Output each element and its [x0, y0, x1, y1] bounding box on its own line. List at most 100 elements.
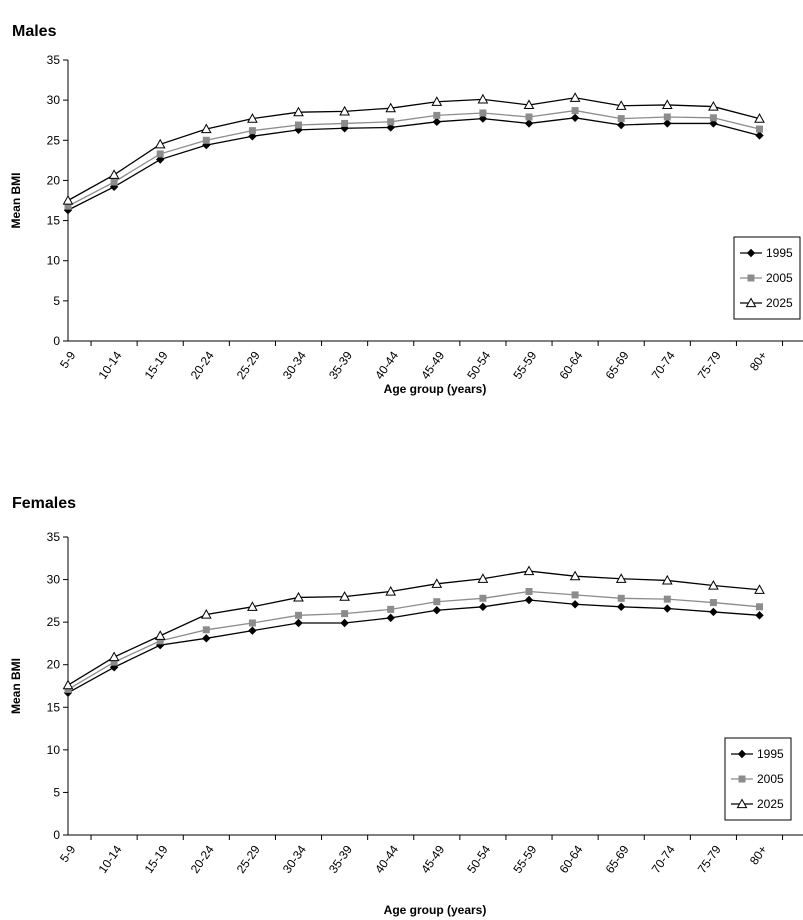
- data-point-2005: [249, 619, 256, 626]
- data-point-1995: [663, 604, 671, 612]
- series-1995: [64, 114, 764, 215]
- data-point-2005: [433, 598, 440, 605]
- data-point-2005: [295, 122, 302, 129]
- data-point-2005: [710, 114, 717, 121]
- data-point-2005: [479, 109, 486, 116]
- legend: 1995 2005 2025: [725, 738, 791, 820]
- legend-label: 1995: [766, 246, 793, 260]
- x-axis-label: Age group (years): [384, 903, 487, 917]
- data-point-2025: [156, 631, 165, 639]
- chart-title: Females: [12, 495, 76, 512]
- x-tick-label: 15-19: [142, 348, 171, 381]
- data-point-2005: [572, 591, 579, 598]
- data-point-2005: [710, 599, 717, 606]
- y-tick-label: 5: [53, 785, 60, 799]
- data-point-1995: [571, 114, 579, 122]
- y-tick-label: 25: [47, 615, 61, 629]
- data-point-2005: [111, 179, 118, 186]
- x-tick-label: 75-79: [695, 842, 724, 875]
- y-axis-label: Mean BMI: [9, 658, 23, 714]
- x-tick-label: 65-69: [603, 348, 632, 381]
- data-point-2025: [64, 681, 73, 689]
- x-tick-label: 60-64: [556, 348, 585, 381]
- data-point-2005: [618, 115, 625, 122]
- x-tick-label: 35-39: [326, 348, 355, 381]
- data-point-1995: [525, 596, 533, 604]
- data-point-2005: [387, 606, 394, 613]
- data-point-2005: [572, 107, 579, 114]
- legend-marker: [748, 275, 755, 282]
- x-tick-label: 60-64: [556, 842, 585, 875]
- x-tick-label: 5-9: [57, 348, 79, 371]
- series-line-1995: [68, 118, 760, 210]
- y-tick-label: 5: [53, 294, 60, 308]
- x-tick-label: 55-59: [510, 348, 539, 381]
- x-tick-label: 50-54: [464, 842, 493, 875]
- data-point-2005: [526, 114, 533, 121]
- data-point-2005: [341, 610, 348, 617]
- y-tick-label: 35: [47, 53, 61, 67]
- x-tick-label: 5-9: [57, 842, 79, 865]
- y-tick-label: 0: [53, 334, 60, 348]
- data-point-2005: [526, 588, 533, 595]
- series-line-2025: [68, 571, 760, 685]
- data-point-2025: [64, 196, 73, 204]
- data-point-2005: [249, 127, 256, 134]
- data-point-2005: [664, 596, 671, 603]
- legend-label: 2025: [757, 797, 784, 811]
- legend-marker: [739, 776, 746, 783]
- data-point-1995: [433, 606, 441, 614]
- x-tick-label: 75-79: [695, 348, 724, 381]
- data-point-2005: [664, 114, 671, 121]
- data-point-2005: [618, 595, 625, 602]
- data-point-2025: [110, 653, 119, 661]
- y-tick-label: 25: [47, 133, 61, 147]
- data-point-2005: [756, 126, 763, 133]
- y-tick-label: 15: [47, 214, 61, 228]
- data-point-2005: [479, 595, 486, 602]
- data-point-2025: [571, 93, 580, 101]
- x-tick-label: 40-44: [372, 842, 401, 875]
- x-tick-label: 30-34: [280, 348, 309, 381]
- data-point-1995: [248, 626, 256, 634]
- x-tick-label: 10-14: [95, 842, 124, 875]
- x-axis-label: Age group (years): [384, 382, 487, 396]
- x-tick-label: 45-49: [418, 348, 447, 381]
- x-tick-label: 55-59: [510, 842, 539, 875]
- legend-label: 2025: [766, 296, 793, 310]
- data-point-2025: [525, 567, 534, 575]
- data-point-2025: [110, 170, 119, 178]
- y-tick-label: 0: [53, 828, 60, 842]
- data-point-1995: [202, 634, 210, 642]
- y-tick-label: 10: [47, 254, 61, 268]
- legend-label: 2005: [766, 271, 793, 285]
- data-point-1995: [294, 619, 302, 627]
- data-point-2005: [157, 150, 164, 157]
- x-tick-label: 25-29: [234, 842, 263, 875]
- series-1995: [64, 596, 764, 697]
- x-tick-label: 25-29: [234, 348, 263, 381]
- chart-title: Males: [12, 23, 57, 40]
- legend-label: 1995: [757, 747, 784, 761]
- data-point-1995: [571, 600, 579, 608]
- x-tick-label: 45-49: [418, 842, 447, 875]
- data-point-1995: [479, 603, 487, 611]
- x-tick-label: 50-54: [464, 348, 493, 381]
- series-2025: [64, 93, 765, 204]
- y-tick-label: 15: [47, 700, 61, 714]
- data-point-2005: [387, 118, 394, 125]
- x-tick-label: 40-44: [372, 348, 401, 381]
- x-tick-label: 80+: [747, 349, 770, 374]
- y-tick-label: 20: [47, 658, 61, 672]
- y-tick-label: 10: [47, 743, 61, 757]
- x-tick-label: 65-69: [603, 842, 632, 875]
- y-tick-label: 30: [47, 93, 61, 107]
- y-tick-label: 20: [47, 173, 61, 187]
- y-tick-label: 30: [47, 573, 61, 587]
- legend: 1995 2005 2025: [734, 237, 800, 319]
- y-tick-label: 35: [47, 530, 61, 544]
- legend-label: 2005: [757, 772, 784, 786]
- series-2005: [65, 107, 764, 210]
- data-point-2005: [341, 120, 348, 127]
